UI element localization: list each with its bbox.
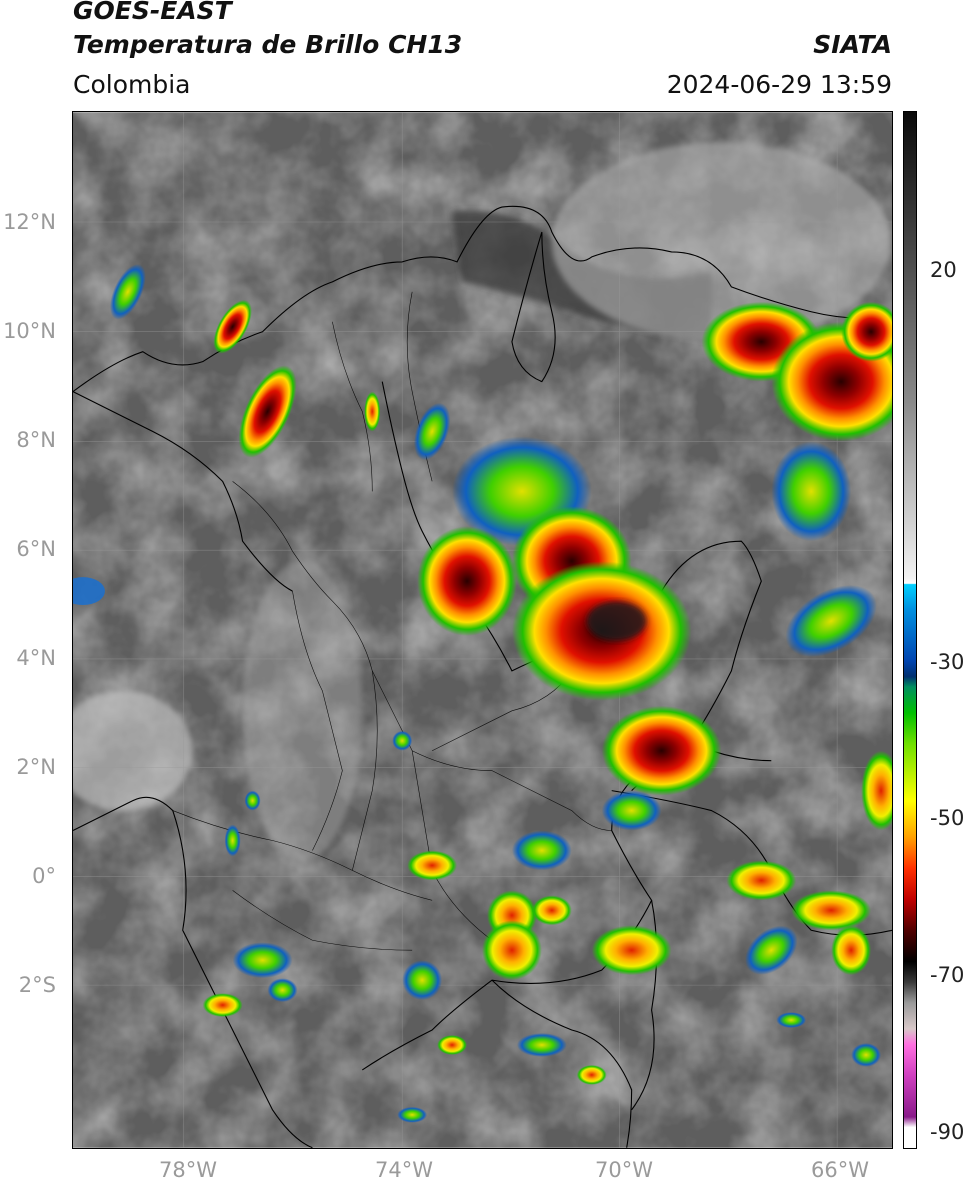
colorbar-tick-minus70: -70 xyxy=(930,963,965,987)
satellite-map xyxy=(72,111,893,1149)
region-label: Colombia xyxy=(73,70,191,99)
title-product: Temperatura de Brillo CH13 xyxy=(73,30,463,59)
colorbar-tick-minus30: -30 xyxy=(930,650,965,674)
lat-tick-2s: 2°S xyxy=(18,973,56,997)
colorbar-tick-minus90: -90 xyxy=(930,1120,965,1144)
lon-tick-78w: 78°W xyxy=(159,1158,217,1182)
lon-tick-70w: 70°W xyxy=(595,1158,653,1182)
lat-tick-2n: 2°N xyxy=(16,755,56,779)
lat-tick-6n: 6°N xyxy=(16,537,56,561)
org-label: SIATA xyxy=(813,30,892,59)
colorbar-tick-20: 20 xyxy=(930,258,957,282)
lat-tick-10n: 10°N xyxy=(3,319,56,343)
lat-tick-12n: 12°N xyxy=(3,210,56,234)
datetime-label: 2024-06-29 13:59 xyxy=(666,70,892,99)
lat-tick-0: 0° xyxy=(32,864,56,888)
lat-tick-8n: 8°N xyxy=(16,428,56,452)
lon-tick-74w: 74°W xyxy=(375,1158,433,1182)
lat-tick-4n: 4°N xyxy=(16,646,56,670)
colorbar-tick-minus50: -50 xyxy=(930,806,965,830)
colorbar xyxy=(903,111,917,1149)
title-satellite: GOES-EAST xyxy=(73,0,232,25)
lon-tick-66w: 66°W xyxy=(811,1158,869,1182)
